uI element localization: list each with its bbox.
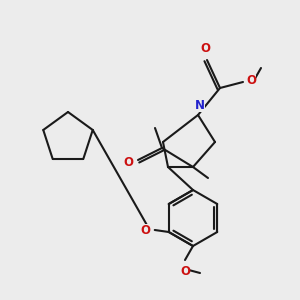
- Text: N: N: [195, 99, 205, 112]
- Text: O: O: [141, 224, 151, 236]
- Text: O: O: [200, 42, 210, 55]
- Text: O: O: [180, 265, 190, 278]
- Text: O: O: [246, 74, 256, 88]
- Text: O: O: [123, 155, 133, 169]
